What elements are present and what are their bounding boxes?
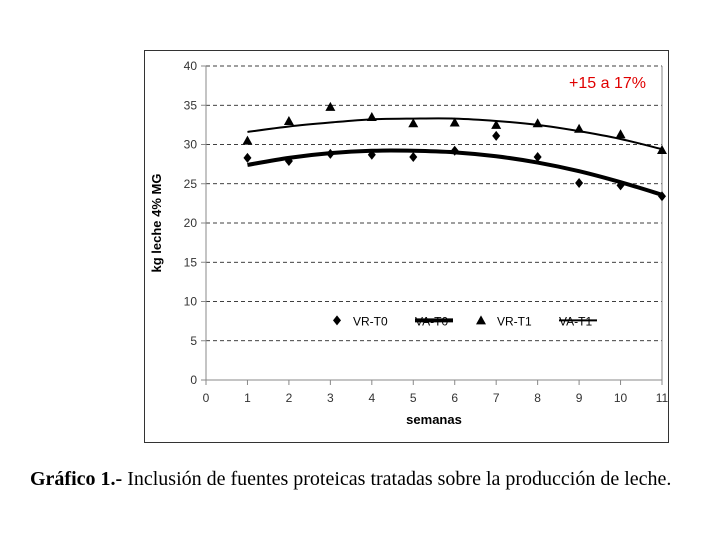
x-tick-label: 11	[656, 391, 669, 405]
y-tick-label: 10	[184, 295, 198, 309]
legend-label-vr-t1: VR-T1	[497, 314, 532, 328]
x-tick-label: 0	[203, 391, 210, 405]
series-line-va-t0	[247, 148, 663, 197]
x-tick-label: 10	[614, 391, 628, 405]
series-line-va-t1	[247, 117, 663, 151]
caption-label: Gráfico 1.-	[30, 468, 123, 490]
legend-label-va-t1: VA-T1	[559, 314, 592, 328]
point-vr-t1	[408, 118, 419, 128]
point-vr-t0	[409, 152, 418, 163]
figure-caption: Gráfico 1.- Inclusión de fuentes proteic…	[30, 468, 710, 491]
y-tick-label: 0	[190, 373, 197, 387]
series	[242, 101, 667, 202]
x-tick-label: 4	[368, 391, 375, 405]
legend-marker-vr-t0	[333, 315, 341, 326]
x-tick-label: 5	[410, 391, 417, 405]
point-vr-t0	[243, 152, 252, 163]
x-tick-label: 2	[286, 391, 293, 405]
x-tick-label: 8	[534, 391, 541, 405]
y-tick-label: 35	[184, 98, 198, 112]
legend-label-vr-t0: VR-T0	[353, 314, 388, 328]
legend-marker-vr-t1	[476, 315, 486, 325]
point-vr-t1	[449, 117, 460, 127]
y-tick-label: 15	[184, 255, 198, 269]
x-tick-label: 3	[327, 391, 334, 405]
y-tick-label: 5	[190, 334, 197, 348]
legend-label-va-t0: VA-T0	[415, 314, 448, 328]
x-tick-label: 9	[576, 391, 583, 405]
x-axis-title: semanas	[406, 412, 462, 427]
point-vr-t1	[615, 129, 626, 139]
point-vr-t0	[575, 177, 584, 188]
chart-svg: 0 5 10 15 20 25 30 35 40 0 1 2 3 4 5 6 7 8 9 10 11 VR-T0 VA-T…	[149, 59, 669, 427]
x-tick-label: 7	[493, 391, 500, 405]
caption-text: Inclusión de fuentes proteicas tratadas …	[122, 468, 672, 490]
point-vr-t1	[491, 119, 502, 129]
y-axis-title: kg leche 4% MG	[149, 174, 164, 273]
x-tick-label: 1	[244, 391, 251, 405]
y-tick-label: 40	[184, 59, 198, 73]
point-vr-t1	[283, 115, 294, 125]
point-vr-t1	[657, 144, 667, 154]
legend: VR-T0 VA-T0 VR-T1 VA-T1	[333, 314, 597, 328]
axes: 0 5 10 15 20 25 30 35 40 0 1 2 3 4 5 6 7 8 9 10 11	[184, 59, 669, 405]
point-vr-t1	[242, 135, 253, 145]
grid-lines	[206, 65, 662, 342]
point-vr-t0	[533, 152, 542, 163]
annotation-label: +15 a 17%	[569, 75, 646, 92]
point-vr-t0	[492, 130, 501, 141]
y-tick-label: 20	[184, 216, 198, 230]
point-vr-t1	[325, 101, 336, 111]
y-tick-label: 25	[184, 177, 198, 191]
y-tick-label: 30	[184, 138, 198, 152]
chart-frame: 0 5 10 15 20 25 30 35 40 0 1 2 3 4 5 6 7 8 9 10 11 VR-T0 VA-T…	[144, 50, 669, 443]
x-tick-label: 6	[451, 391, 458, 405]
